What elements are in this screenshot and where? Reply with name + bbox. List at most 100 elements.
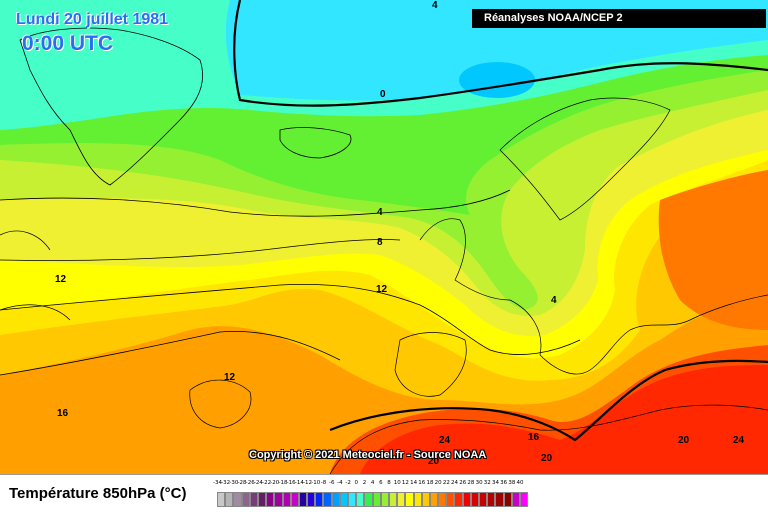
color-scale-swatch: [233, 492, 242, 507]
color-scale-tick-label: 8: [387, 480, 391, 486]
color-scale-tick-label: -26: [245, 480, 255, 486]
africa-coastline: [329, 404, 768, 474]
isotherm-label-16-west: 16: [57, 408, 69, 419]
color-scale-swatch: [249, 492, 258, 507]
iberia-coastline: [394, 332, 467, 397]
color-scale-tick-label: -18: [278, 480, 288, 486]
isotherm-label-4-top: 4: [432, 0, 438, 11]
iceland-outline: [279, 127, 352, 159]
map-date: Lundi 20 juillet 1981: [16, 11, 169, 28]
isotherm-16: [0, 331, 341, 376]
isotherm-label-12-center: 12: [376, 284, 388, 295]
color-scale-tick-label: 28: [467, 480, 475, 486]
color-scale-swatch: [307, 492, 316, 507]
isotherm-label-20-bottom: 20: [428, 456, 440, 467]
color-scale-tick-label: 24: [451, 480, 459, 486]
color-scale-swatch: [356, 492, 365, 507]
isotherm-label-24-west: 24: [439, 435, 451, 446]
europe-coastline: [419, 218, 768, 375]
color-scale-tick-label: -28: [237, 480, 247, 486]
color-scale-tick-label: -22: [262, 480, 272, 486]
color-scale-swatch: [282, 492, 291, 507]
color-scale-tick-label: 30: [475, 480, 483, 486]
color-scale-swatch: [470, 492, 479, 507]
color-scale-swatch: [290, 492, 299, 507]
color-scale-tick-label: 20: [434, 480, 442, 486]
color-scale-swatch: [519, 492, 529, 507]
color-scale-swatch: [438, 492, 447, 507]
color-scale-swatch: [380, 492, 389, 507]
isotherm-4: [0, 189, 511, 217]
isotherm-label-24-east: 24: [733, 435, 745, 446]
color-scale-tick-label: 16: [418, 480, 426, 486]
color-scale-tick-label: -34: [213, 480, 222, 486]
color-scale-swatch: [421, 492, 430, 507]
color-scale-tick-label: 0: [354, 480, 359, 486]
color-scale-swatch: [487, 492, 496, 507]
color-scale: [217, 492, 529, 507]
color-scale-tick-label: 12: [401, 480, 409, 486]
color-scale-swatch: [511, 492, 520, 507]
isotherm-label-12-south: 12: [224, 372, 236, 383]
color-scale-swatch: [405, 492, 414, 507]
color-scale-swatch: [429, 492, 439, 507]
temperature-map: 4 0 4 8 12 12 4 12 16 24 16 20 20 24 20: [0, 0, 768, 474]
color-scale-swatch: [339, 492, 348, 507]
color-scale-ticks: -34 -32 -30 -28 -26 -24 -22 -20 -18 -16 -14 -12 -10-…: [213, 480, 524, 490]
color-scale-tick-label: 6: [379, 480, 383, 486]
color-scale-swatch: [397, 492, 406, 507]
isotherm-label-16-south: 16: [528, 432, 540, 443]
color-scale-swatch: [364, 492, 373, 507]
isotherm-8: [0, 239, 401, 261]
color-scale-swatch: [217, 492, 226, 507]
color-scale-tick-label: -20: [270, 480, 280, 486]
isotherm-label-8: 8: [377, 237, 383, 248]
color-scale-swatch: [446, 492, 455, 507]
temperature-band-26: [360, 365, 768, 474]
legend-title: Température 850hPa (°C): [9, 485, 187, 502]
color-scale-swatch: [495, 492, 504, 507]
copyright-notice: Copyright © 2021 Meteociel.fr - Source N…: [249, 449, 487, 461]
isotherm-12: [0, 283, 581, 355]
color-scale-tick-label: 26: [459, 480, 467, 486]
color-scale-tick-label: 18: [426, 480, 434, 486]
color-scale-tick-label: -4: [337, 480, 343, 486]
isotherm-0: [233, 0, 768, 107]
color-scale-swatch: [266, 492, 275, 507]
temperature-band-east-18: [658, 170, 768, 330]
color-scale-swatch: [454, 492, 463, 507]
isotherm-label-20-east: 20: [678, 435, 690, 446]
color-scale-tick-label: 36: [500, 480, 508, 486]
isotherm-label-4-europe: 4: [551, 295, 557, 306]
color-scale-tick-label: -16: [286, 480, 296, 486]
color-scale-swatch: [462, 492, 471, 507]
color-scale-tick-label: 10: [393, 480, 401, 486]
color-scale-swatch: [323, 492, 332, 507]
color-scale-swatch: [257, 492, 267, 507]
color-scale-swatch: [274, 492, 283, 507]
map-time: 0:00 UTC: [22, 32, 114, 55]
color-scale-tick-label: 4: [370, 480, 375, 486]
isotherm-label-0: 0: [380, 89, 386, 100]
legend-bar: Température 850hPa (°C) -34 -32 -30 -28 -26-…: [0, 474, 768, 512]
cold-pocket: [459, 62, 535, 98]
color-scale-tick-label: -6: [328, 480, 335, 486]
color-scale-tick-label: 38: [508, 480, 516, 486]
color-scale-swatch: [479, 492, 488, 507]
color-scale-swatch: [372, 492, 381, 507]
isotherm-label-4: 4: [377, 207, 383, 218]
color-scale-tick-label: -8: [320, 480, 327, 486]
color-scale-swatch: [331, 492, 340, 507]
greenland-outline: [19, 27, 204, 186]
color-scale-tick-label: -32: [221, 480, 231, 486]
color-scale-tick-label: -12: [303, 480, 313, 486]
color-scale-tick-label: 22: [442, 480, 450, 486]
color-scale-swatch: [503, 492, 512, 507]
color-scale-swatch: [348, 492, 357, 507]
isotherm-label-12-west: 12: [55, 274, 67, 285]
color-scale-swatch: [241, 492, 250, 507]
color-scale-tick-label: 40: [516, 480, 524, 486]
isotherm-label-20-south: 20: [541, 453, 553, 464]
color-scale-swatch: [315, 492, 324, 507]
